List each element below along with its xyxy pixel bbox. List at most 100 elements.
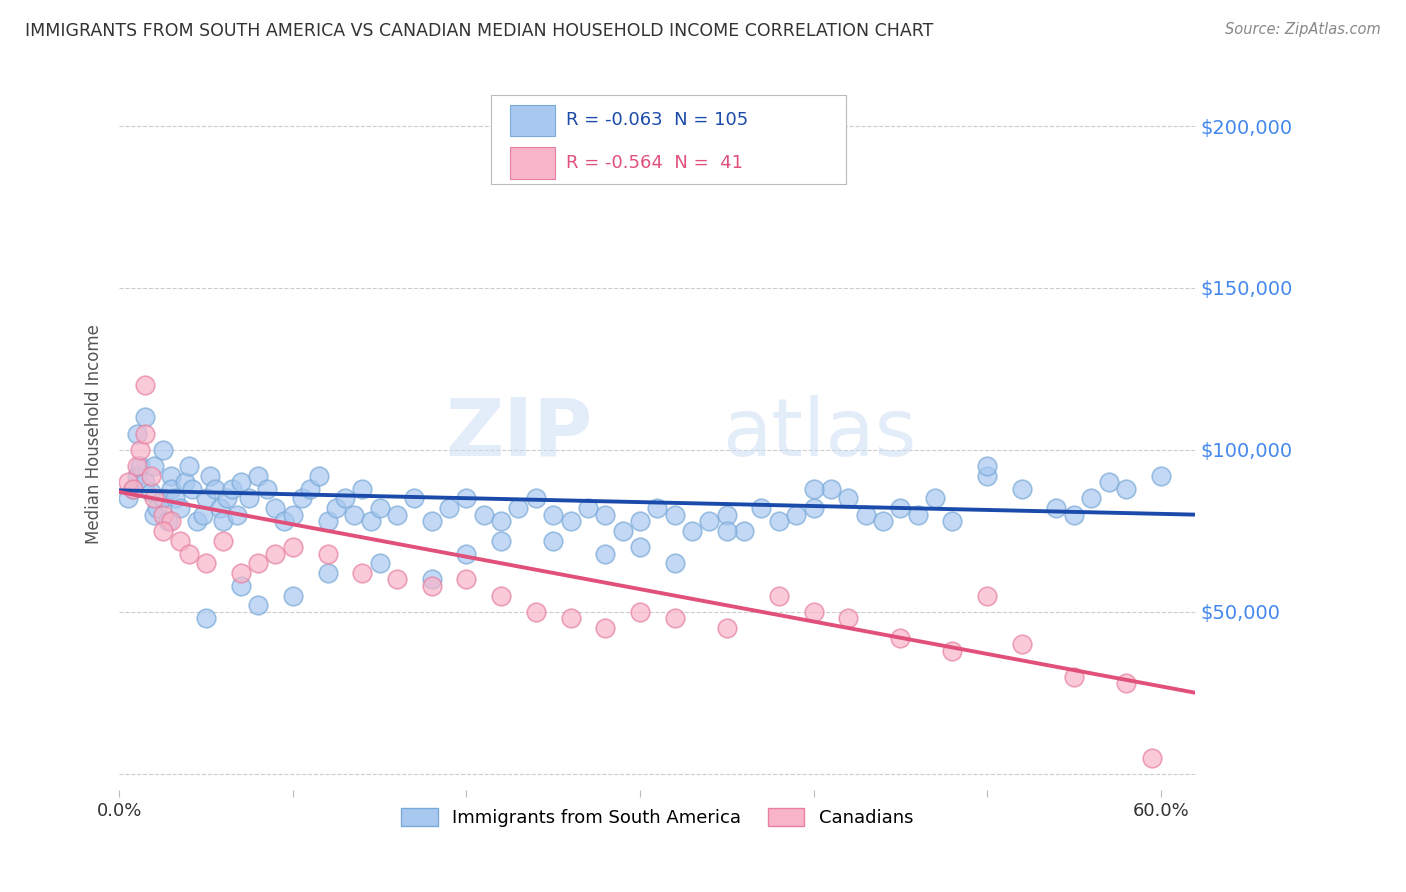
Point (169, 501, 191, 516)
Point (593, 508, 616, 522)
Point (316, 514, 339, 528)
Point (1140, 750, 1163, 764)
FancyBboxPatch shape (510, 104, 555, 136)
Point (628, 540, 651, 554)
Point (308, 468, 330, 483)
Point (273, 514, 295, 528)
Text: atlas: atlas (721, 394, 917, 473)
Point (1045, 501, 1067, 516)
Point (612, 524, 634, 538)
Point (134, 426, 156, 441)
Point (628, 514, 651, 528)
Point (456, 547, 478, 561)
Point (664, 508, 686, 522)
Point (122, 482, 145, 496)
Point (247, 556, 270, 570)
Point (489, 514, 512, 528)
Text: R = -0.063  N = 105: R = -0.063 N = 105 (565, 112, 748, 129)
Point (855, 508, 877, 522)
Point (1080, 491, 1102, 506)
Point (907, 508, 929, 522)
Point (117, 491, 139, 506)
Point (404, 491, 426, 506)
Point (125, 458, 148, 473)
Point (191, 508, 214, 522)
Point (226, 508, 249, 522)
Point (716, 621, 738, 635)
Point (352, 482, 374, 496)
Point (134, 475, 156, 490)
Point (647, 501, 669, 516)
Text: R = -0.564  N =  41: R = -0.564 N = 41 (565, 154, 742, 172)
Point (560, 611, 582, 625)
Point (264, 547, 287, 561)
Point (212, 533, 235, 548)
Point (524, 491, 547, 506)
Point (160, 514, 183, 528)
Point (1063, 669, 1085, 683)
Point (139, 468, 162, 483)
Point (420, 514, 443, 528)
Point (229, 566, 252, 580)
Point (134, 410, 156, 425)
Point (976, 468, 998, 483)
Point (117, 475, 139, 490)
Legend: Immigrants from South America, Canadians: Immigrants from South America, Canadians (394, 801, 921, 834)
Point (785, 508, 807, 522)
Point (924, 491, 946, 506)
Point (195, 611, 218, 625)
Point (456, 491, 478, 506)
Point (1115, 482, 1137, 496)
Point (281, 589, 304, 603)
Point (768, 514, 790, 528)
Point (160, 482, 183, 496)
Point (195, 556, 218, 570)
FancyBboxPatch shape (491, 95, 845, 185)
Point (152, 508, 174, 522)
Point (456, 573, 478, 587)
Point (593, 621, 616, 635)
Point (1115, 676, 1137, 690)
Point (541, 533, 564, 548)
Point (342, 508, 364, 522)
Point (941, 643, 963, 657)
Point (837, 491, 859, 506)
Point (204, 482, 226, 496)
Point (316, 547, 339, 561)
Point (160, 468, 183, 483)
Point (716, 524, 738, 538)
Point (803, 482, 825, 496)
Point (129, 442, 152, 457)
Point (889, 501, 911, 516)
Point (125, 468, 148, 483)
Point (472, 508, 495, 522)
Point (420, 573, 443, 587)
Point (489, 533, 512, 548)
Point (664, 556, 686, 570)
Point (247, 599, 270, 613)
Point (420, 579, 443, 593)
Point (163, 491, 186, 506)
Point (122, 482, 145, 496)
Point (681, 524, 703, 538)
Point (489, 589, 512, 603)
Text: Source: ZipAtlas.com: Source: ZipAtlas.com (1225, 22, 1381, 37)
Point (152, 491, 174, 506)
Point (215, 491, 238, 506)
Point (198, 468, 221, 483)
Point (368, 501, 391, 516)
Point (247, 468, 270, 483)
FancyBboxPatch shape (510, 147, 555, 178)
Point (1011, 482, 1033, 496)
Point (541, 508, 564, 522)
Point (229, 579, 252, 593)
Point (768, 589, 790, 603)
Point (360, 514, 382, 528)
Text: IMMIGRANTS FROM SOUTH AMERICA VS CANADIAN MEDIAN HOUSEHOLD INCOME CORRELATION CH: IMMIGRANTS FROM SOUTH AMERICA VS CANADIA… (25, 22, 934, 40)
Point (385, 508, 408, 522)
Point (156, 514, 179, 528)
Point (174, 475, 197, 490)
Point (560, 514, 582, 528)
Text: ZIP: ZIP (446, 394, 593, 473)
Y-axis label: Median Household Income: Median Household Income (86, 324, 103, 543)
